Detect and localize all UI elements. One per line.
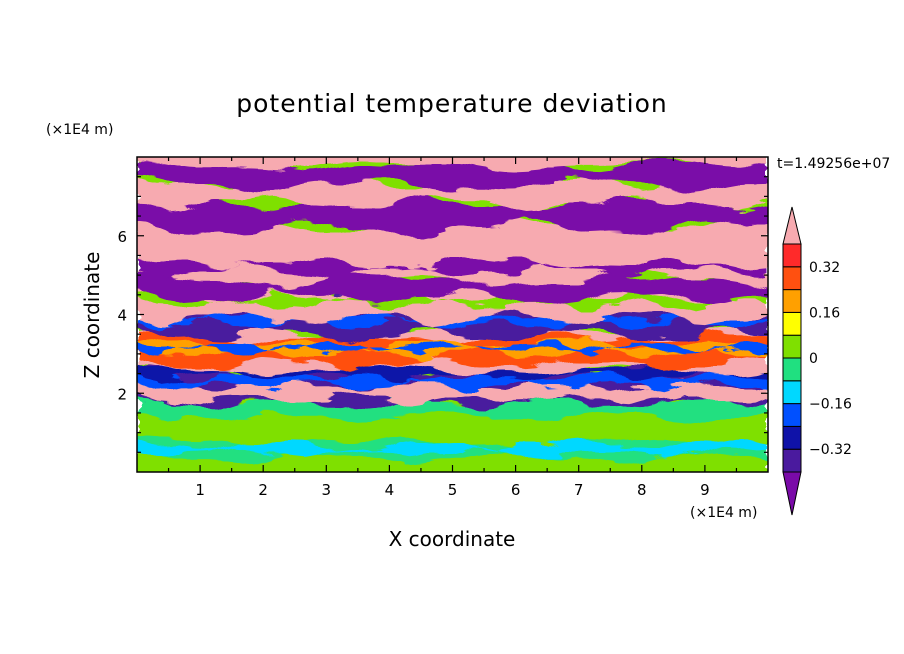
colorbar-swatch xyxy=(782,380,802,405)
colorbar-label: −0.32 xyxy=(809,442,852,458)
x-tick-label: 4 xyxy=(385,481,395,499)
x-tick-label: 3 xyxy=(322,481,332,499)
y-tick-label: 4 xyxy=(117,307,127,325)
band-trans-pink xyxy=(137,282,768,327)
colorbar: −0.32 −0.16 0 0.16 0.32 xyxy=(782,206,852,516)
colorbar-extend-bottom xyxy=(782,471,802,516)
y-tick-label: 6 xyxy=(117,228,127,246)
x-tick-label: 7 xyxy=(574,481,584,499)
colorbar-label: 0.16 xyxy=(809,305,840,321)
colorbar-swatch xyxy=(782,403,802,427)
y-tick-label: 2 xyxy=(117,385,127,403)
colorbar-swatch xyxy=(782,357,802,382)
colorbar-swatch xyxy=(782,289,802,313)
band-mixed-yellow xyxy=(137,370,768,391)
x-tick-label: 1 xyxy=(195,481,205,499)
band-mixed-warm xyxy=(137,379,768,405)
axis-ticks: 1 2 3 4 5 6 7 8 9 2 4 6 xyxy=(117,157,768,499)
colorbar-extend-top xyxy=(782,206,802,245)
band-upper-streak xyxy=(137,256,768,278)
chart-title: potential temperature deviation xyxy=(236,89,667,118)
contour-bands xyxy=(137,157,768,472)
x-tick-label: 8 xyxy=(637,481,647,499)
colorbar-swatch xyxy=(782,334,802,359)
band-warm-yellow xyxy=(137,340,768,356)
colorbar-swatch xyxy=(782,311,802,336)
band-top-purple xyxy=(137,157,768,193)
colorbar-swatch xyxy=(782,266,802,291)
y-axis-unit: (×1E4 m) xyxy=(46,122,113,138)
band-upper-purple xyxy=(137,189,768,238)
band-trans-green xyxy=(137,290,768,312)
x-tick-label: 6 xyxy=(511,481,521,499)
colorbar-swatch xyxy=(782,243,802,268)
band-warm-orange xyxy=(137,337,768,361)
x-tick-label: 5 xyxy=(448,481,458,499)
contour-field xyxy=(137,157,768,472)
x-axis-unit: (×1E4 m) xyxy=(690,505,757,521)
y-axis-label: Z coordinate xyxy=(80,252,104,379)
band-lower-cyan xyxy=(137,438,768,458)
colorbar-label: 0 xyxy=(809,351,818,367)
colorbar-label: 0.32 xyxy=(809,260,840,276)
x-tick-label: 2 xyxy=(258,481,268,499)
colorbar-swatch xyxy=(782,448,802,473)
x-axis-label: X coordinate xyxy=(389,527,516,551)
time-label: t=1.49256e+07 xyxy=(777,156,890,172)
x-tick-label: 9 xyxy=(700,481,710,499)
colorbar-swatch xyxy=(782,425,802,450)
colorbar-label: −0.16 xyxy=(809,397,852,413)
